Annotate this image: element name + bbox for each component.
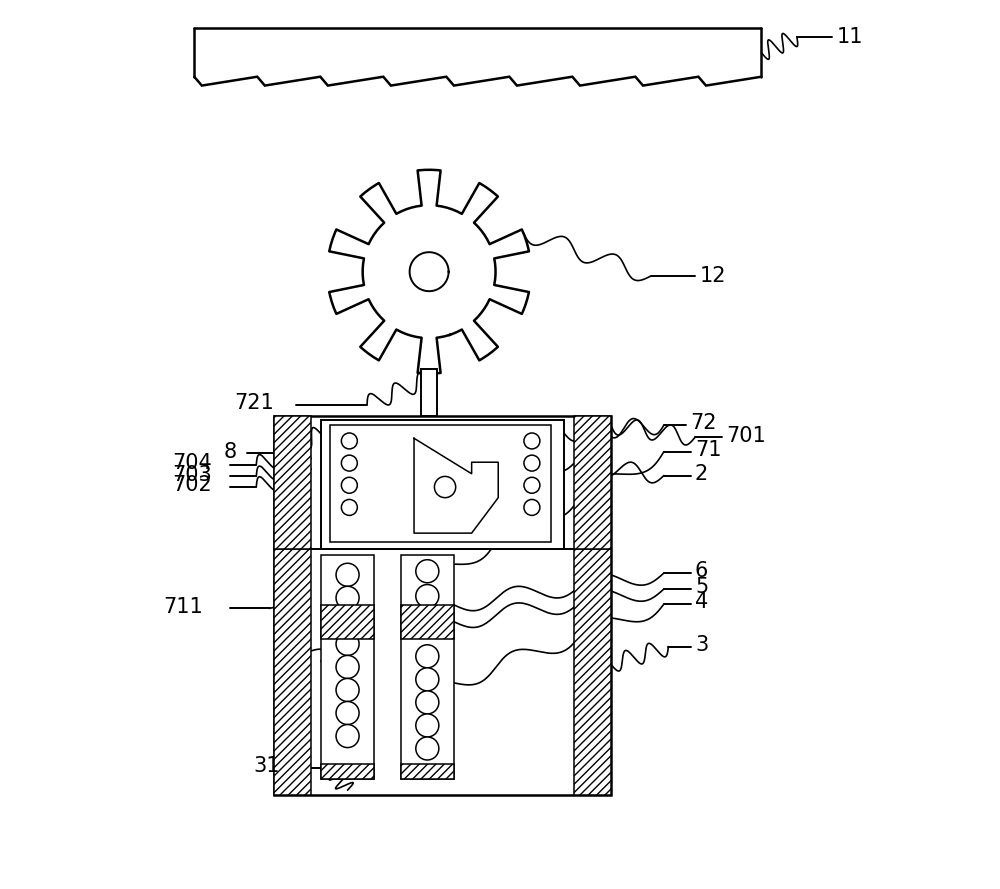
Circle shape: [524, 455, 540, 471]
Bar: [401, 764, 454, 780]
Circle shape: [336, 587, 359, 609]
Circle shape: [341, 477, 357, 493]
Text: 12: 12: [699, 266, 726, 286]
Text: 711: 711: [163, 597, 203, 617]
Bar: [574, 549, 611, 795]
Circle shape: [416, 737, 439, 760]
Circle shape: [336, 564, 359, 587]
Circle shape: [524, 477, 540, 493]
Bar: [401, 556, 454, 780]
Bar: [321, 420, 564, 549]
Bar: [274, 416, 311, 549]
Bar: [274, 549, 311, 795]
Bar: [321, 556, 374, 780]
Circle shape: [341, 433, 357, 449]
Circle shape: [434, 477, 456, 498]
Circle shape: [336, 632, 359, 655]
Circle shape: [336, 701, 359, 725]
Circle shape: [341, 455, 357, 471]
Text: 6: 6: [695, 561, 708, 581]
Text: 31: 31: [254, 757, 280, 776]
Text: 4: 4: [695, 592, 708, 613]
Circle shape: [524, 500, 540, 516]
Text: 2: 2: [695, 464, 708, 484]
Text: 5: 5: [695, 577, 708, 597]
Circle shape: [336, 725, 359, 748]
Text: 8: 8: [223, 442, 237, 461]
Circle shape: [416, 668, 439, 691]
Text: 11: 11: [837, 27, 863, 47]
Text: 704: 704: [172, 453, 212, 473]
Text: 703: 703: [172, 465, 212, 485]
Circle shape: [341, 500, 357, 516]
Text: 71: 71: [695, 440, 721, 460]
Circle shape: [524, 433, 540, 449]
Text: 701: 701: [726, 426, 766, 445]
Circle shape: [416, 560, 439, 583]
Circle shape: [416, 645, 439, 668]
Bar: [574, 416, 611, 549]
Circle shape: [416, 691, 439, 714]
Text: 702: 702: [172, 476, 212, 495]
Bar: [321, 764, 374, 780]
Circle shape: [336, 655, 359, 678]
Circle shape: [416, 714, 439, 737]
Bar: [401, 605, 454, 638]
Circle shape: [416, 585, 439, 607]
Text: 3: 3: [695, 635, 708, 655]
Bar: [421, 369, 437, 416]
Text: 721: 721: [234, 393, 274, 412]
Text: 72: 72: [691, 413, 717, 433]
Bar: [274, 416, 611, 795]
Bar: [330, 425, 551, 542]
Bar: [321, 605, 374, 638]
Circle shape: [336, 678, 359, 701]
